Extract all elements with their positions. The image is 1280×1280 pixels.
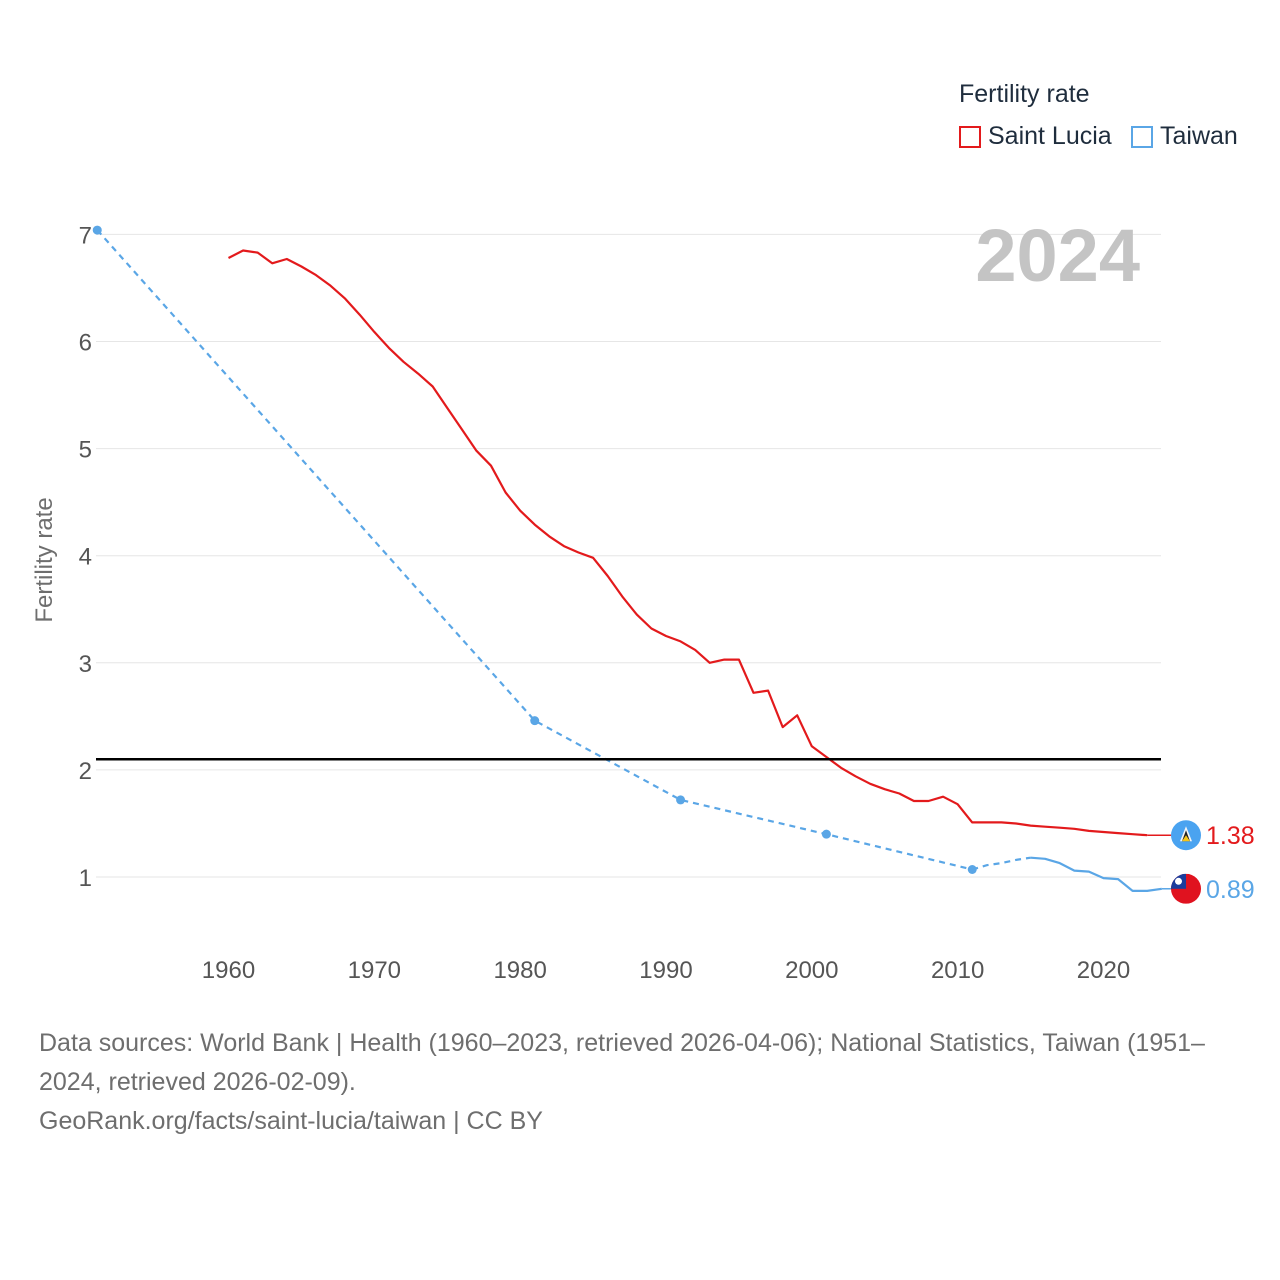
grid	[96, 233, 1161, 878]
taiwan-flag-icon	[1171, 873, 1201, 904]
x-tick-label: 2020	[1077, 957, 1130, 984]
legend-label-taiwan: Taiwan	[1160, 122, 1238, 150]
y-tick-label: 4	[79, 544, 92, 571]
y-tick-label: 2	[79, 758, 92, 785]
taiwan-end-label: 0.89	[1206, 876, 1255, 904]
x-tick-label: 2000	[785, 957, 838, 984]
series-line-taiwan	[1030, 856, 1162, 893]
y-tick-label: 6	[79, 330, 92, 357]
y-axis-label: Fertility rate	[31, 497, 58, 622]
x-tick-label: 1970	[348, 957, 401, 984]
source-link[interactable]: GeoRank.org/facts/saint-lucia/taiwan | C…	[39, 1107, 543, 1135]
y-tick-label: 1	[79, 865, 92, 892]
legend-item-saint-lucia[interactable]: Saint Lucia	[959, 122, 1112, 151]
y-axis: 1 2 3 4 5 6 7	[79, 222, 92, 892]
end-markers: 1.38 0.89	[1171, 820, 1255, 904]
data-point-taiwan-2001	[821, 829, 831, 839]
data-sources: Data sources: World Bank | Health (1960–…	[39, 1029, 1205, 1096]
saint-lucia-flag-icon	[1171, 820, 1201, 851]
fertility-chart: 1 2 3 4 5 6 7 1960 1970 1980 1990 2000 2010 2020 202…	[31, 214, 1255, 984]
data-point-taiwan-1991	[676, 795, 686, 805]
x-axis: 1960 1970 1980 1990 2000 2010 2020	[202, 957, 1130, 984]
legend-swatch-saint-lucia	[959, 125, 981, 148]
footer: Data sources: World Bank | Health (1960–…	[39, 1024, 1249, 1141]
series-line-saint-lucia	[227, 249, 1148, 837]
legend-title: Fertility rate	[959, 80, 1090, 108]
y-tick-label: 3	[79, 651, 92, 678]
series-layer	[92, 225, 1172, 893]
series-dashed-taiwan-recent	[971, 856, 1031, 871]
x-tick-label: 2010	[931, 957, 984, 984]
x-tick-label: 1990	[639, 957, 692, 984]
data-point-taiwan-1951	[92, 225, 102, 235]
y-tick-label: 5	[79, 437, 92, 464]
year-overlay: 2024	[975, 214, 1140, 297]
legend-label-saint-lucia: Saint Lucia	[988, 122, 1112, 150]
data-point-taiwan-1981	[530, 716, 540, 726]
legend-swatch-taiwan	[1131, 125, 1153, 148]
x-tick-label: 1980	[493, 957, 546, 984]
saint-lucia-end-label: 1.38	[1206, 822, 1255, 850]
x-tick-label: 1960	[202, 957, 255, 984]
legend-item-taiwan[interactable]: Taiwan	[1131, 122, 1238, 151]
series-dashed-taiwan	[96, 229, 973, 871]
y-tick-label: 7	[79, 222, 92, 249]
